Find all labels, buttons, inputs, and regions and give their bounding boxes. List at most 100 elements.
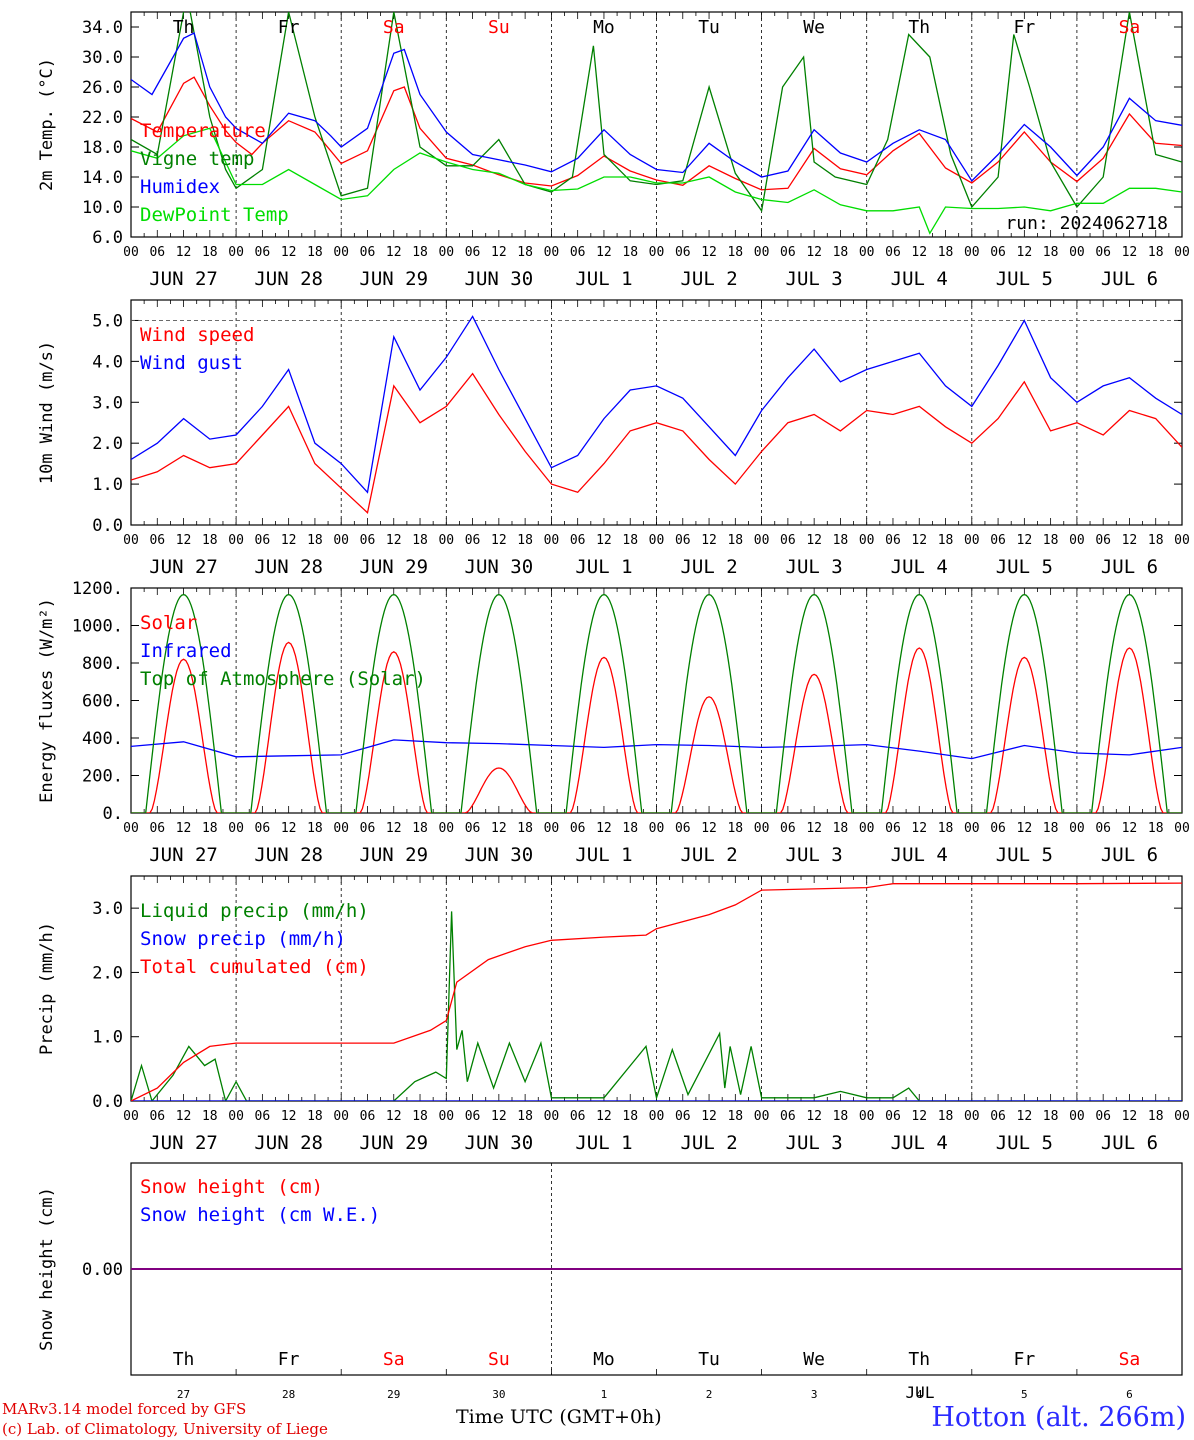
y-tick-label: 30.0	[82, 48, 123, 68]
hour-label: 12	[281, 1109, 297, 1124]
hour-label: 12	[386, 533, 402, 548]
hour-label: 00	[1174, 245, 1190, 260]
day-number-label: 27	[177, 1388, 190, 1400]
hour-label: 18	[1043, 533, 1059, 548]
hour-label: 12	[701, 533, 717, 548]
hour-label: 12	[491, 245, 507, 260]
hour-label: 18	[938, 1109, 954, 1124]
hour-label: 18	[938, 533, 954, 548]
date-label: JUN 28	[254, 844, 323, 866]
hour-label: 18	[833, 821, 849, 836]
date-label: JUL 2	[680, 844, 737, 866]
hour-label: 18	[202, 1109, 218, 1124]
hour-label: 18	[307, 1109, 323, 1124]
y-tick-label: 1.0	[92, 475, 123, 495]
weekday-label: Sa	[1119, 1349, 1141, 1370]
hour-label: 06	[780, 245, 796, 260]
date-label: JUL 2	[680, 556, 737, 578]
date-label: JUL 1	[575, 268, 632, 290]
hour-label: 00	[1069, 821, 1085, 836]
hour-label: 06	[780, 533, 796, 548]
hour-label: 12	[491, 533, 507, 548]
hour-label: 06	[255, 1109, 271, 1124]
hour-label: 18	[517, 1109, 533, 1124]
hour-label: 12	[806, 821, 822, 836]
series-line-top-of-atmosphere-solar-	[131, 593, 1182, 813]
legend-total-cumulated-cm-: Total cumulated (cm)	[140, 956, 369, 978]
y-tick-label: 4.0	[92, 352, 123, 372]
hour-label: 00	[438, 245, 454, 260]
hour-label: 00	[964, 821, 980, 836]
panel-2-frame	[130, 299, 1183, 526]
day-number-label: 29	[387, 1388, 400, 1400]
y-tick-label: 5.0	[92, 311, 123, 331]
hour-label: 18	[1148, 821, 1164, 836]
hour-label: 06	[990, 1109, 1006, 1124]
hour-label: 18	[622, 821, 638, 836]
hour-label: 00	[438, 1109, 454, 1124]
hour-label: 00	[1069, 245, 1085, 260]
y-tick-label: 600.	[82, 692, 123, 712]
hour-label: 06	[255, 533, 271, 548]
hour-label: 00	[544, 533, 560, 548]
hour-label: 00	[964, 533, 980, 548]
hour-label: 06	[1095, 245, 1111, 260]
legend-infrared: Infrared	[140, 640, 232, 662]
date-label: JUL 4	[891, 844, 948, 866]
date-label: JUL 3	[786, 844, 843, 866]
date-label: JUN 29	[359, 844, 428, 866]
time-axis-label: Time UTC (GMT+0h)	[456, 1406, 662, 1428]
hour-label: 18	[412, 533, 428, 548]
hour-label: 18	[833, 245, 849, 260]
weekday-label: We	[803, 17, 825, 38]
hour-label: 18	[202, 533, 218, 548]
hour-label: 06	[1095, 533, 1111, 548]
legend-snow-height-cm-: Snow height (cm)	[140, 1176, 323, 1198]
hour-label: 18	[1043, 1109, 1059, 1124]
date-label: JUL 3	[786, 1132, 843, 1154]
date-label: JUL 1	[575, 844, 632, 866]
hour-label: 00	[123, 533, 139, 548]
hour-label: 12	[176, 821, 192, 836]
hour-label: 00	[228, 533, 244, 548]
hour-label: 18	[727, 533, 743, 548]
hour-label: 00	[333, 821, 349, 836]
date-label: JUL 5	[996, 556, 1053, 578]
hour-label: 18	[307, 533, 323, 548]
y-tick-label: 0.0	[92, 516, 123, 536]
y-tick-label: 22.0	[82, 108, 123, 128]
hour-label: 12	[176, 533, 192, 548]
series-line-solar	[131, 641, 1182, 813]
hour-label: 00	[544, 245, 560, 260]
legend-liquid-precip-mm-h-: Liquid precip (mm/h)	[140, 900, 369, 922]
y-tick-label: 14.0	[82, 168, 123, 188]
hour-label: 06	[990, 821, 1006, 836]
hour-label: 00	[123, 245, 139, 260]
y-tick-label: 10.0	[82, 198, 123, 218]
month-overlay-label: JUL	[906, 1383, 935, 1400]
date-label: JUL 4	[891, 556, 948, 578]
hour-label: 06	[675, 1109, 691, 1124]
hour-label: 12	[701, 1109, 717, 1124]
y-tick-label: 0.0	[92, 1092, 123, 1112]
day-number-label: 5	[1021, 1388, 1028, 1400]
hour-label: 00	[438, 821, 454, 836]
hour-label: 12	[1017, 533, 1033, 548]
day-number-label: 30	[492, 1388, 505, 1400]
hour-label: 18	[727, 821, 743, 836]
hour-label: 00	[1069, 533, 1085, 548]
date-label: JUN 27	[149, 844, 218, 866]
hour-label: 00	[649, 1109, 665, 1124]
weekday-label: Fr	[1014, 1349, 1036, 1370]
hour-label: 06	[360, 245, 376, 260]
hour-label: 00	[1174, 821, 1190, 836]
hour-label: 06	[465, 1109, 481, 1124]
hour-label: 12	[1122, 533, 1138, 548]
date-label: JUN 29	[359, 556, 428, 578]
weekday-label: Th	[908, 17, 930, 38]
hour-label: 06	[149, 533, 165, 548]
y-axis-label: Energy fluxes (W/m²)	[37, 598, 57, 803]
hour-label: 12	[386, 1109, 402, 1124]
hour-label: 06	[780, 1109, 796, 1124]
